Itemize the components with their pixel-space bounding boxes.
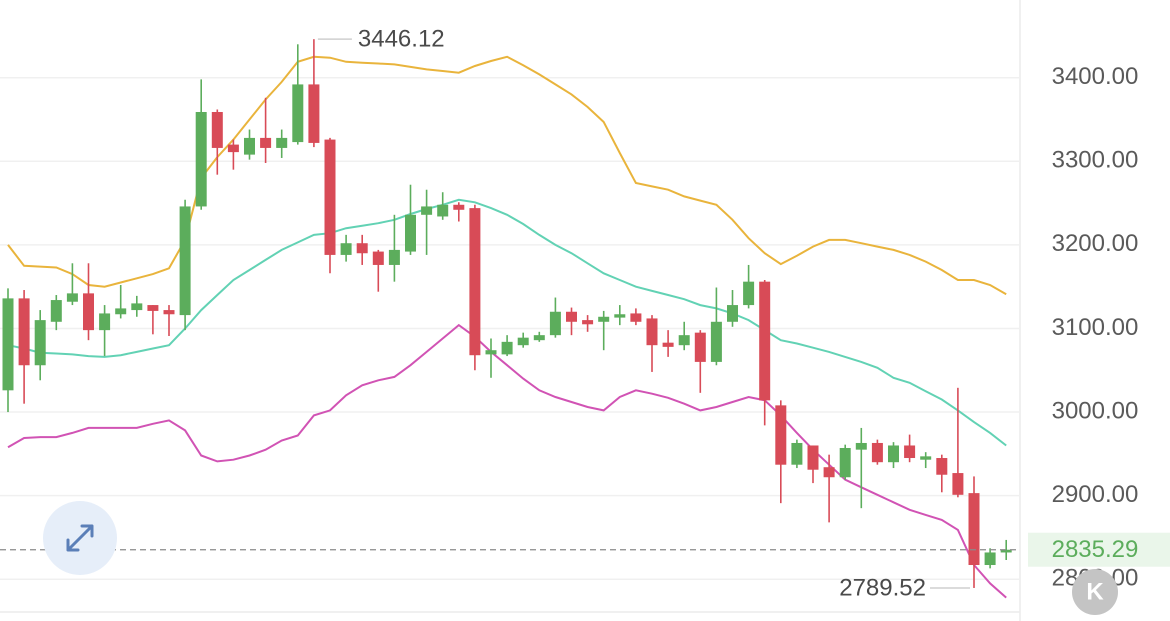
candle-body [678,335,690,346]
candle-body [1000,549,1012,553]
candle-body [453,204,465,210]
candle-body [823,467,835,478]
candle-body [147,305,159,311]
candle-body [807,445,819,470]
y-tick-label: 3000.00 [1052,397,1139,424]
candle-body [646,318,658,346]
candle-body [855,442,867,450]
candle-body [308,84,320,143]
candle-body [775,405,787,465]
candle-body [920,456,932,460]
candle-body [517,337,529,346]
candle-body [372,251,384,265]
candles [2,39,1012,588]
candle-body [340,243,352,255]
band-line [7,55,1007,296]
candle-body [179,206,191,316]
candle-body [292,84,304,143]
candle-body [791,442,803,465]
candle-body [630,313,642,322]
candle-body [984,552,996,566]
candle-body [388,249,400,265]
candle-body [131,303,143,311]
candle-body [18,298,30,366]
candle-body [324,139,336,255]
candle-body [421,206,433,215]
candle-body [727,305,738,322]
candle-body [598,316,610,322]
candle-body [2,298,14,391]
candle-body [904,445,916,459]
candle-body [533,335,545,341]
expand-button[interactable] [43,501,117,575]
candle-body [227,144,239,153]
candle-body [871,442,883,463]
bands [7,55,1007,599]
candle-body [888,445,899,463]
y-tick-label: 3300.00 [1052,147,1139,174]
candle-body [195,111,207,207]
watermark: K [1086,578,1104,605]
band-line [7,198,1007,447]
watermark-badge: K [1072,569,1118,615]
candle-body [485,350,497,355]
candle-body [501,341,513,355]
candle-body [260,137,272,148]
candle-body [759,281,771,401]
y-tick-label: 3100.00 [1052,314,1139,341]
candle-body [437,204,449,217]
candle-body [276,137,288,148]
candle-body [968,493,980,566]
candle-body [952,473,964,495]
candle-body [211,111,223,148]
candle-body [163,310,175,315]
candle-body [469,208,481,356]
candle-body [244,137,255,155]
candle-body [614,314,626,318]
candle-body [115,308,127,315]
y-tick-label: 3400.00 [1052,63,1139,90]
y-tick-label: 3200.00 [1052,230,1139,257]
candle-body [99,313,111,331]
last-price-label: 2835.29 [1052,536,1139,563]
candle-body [662,342,674,347]
candle-body [549,311,561,336]
y-tick-label: 2900.00 [1052,481,1139,508]
candle-body [582,320,594,325]
candle-body [743,281,755,306]
max-label: 3446.12 [358,26,445,53]
candle-body [50,300,62,322]
annotations: 3446.12 2789.52 2835.29 [0,26,1170,601]
candle-body [34,320,46,366]
band-line [7,323,1007,599]
candle-body [936,458,948,475]
candle-body [66,293,78,302]
candle-body [710,321,722,362]
candle-body [356,243,368,254]
candle-body [694,332,706,362]
last-price-bg [1028,532,1170,567]
candle-body [839,447,851,478]
grid: 3400.00 3300.00 3200.00 3100.00 3000.00 2900.… [0,63,1139,592]
min-label: 2789.52 [839,574,926,601]
candle-body [405,214,416,252]
candle-body [83,293,94,331]
candle-body [566,311,577,322]
